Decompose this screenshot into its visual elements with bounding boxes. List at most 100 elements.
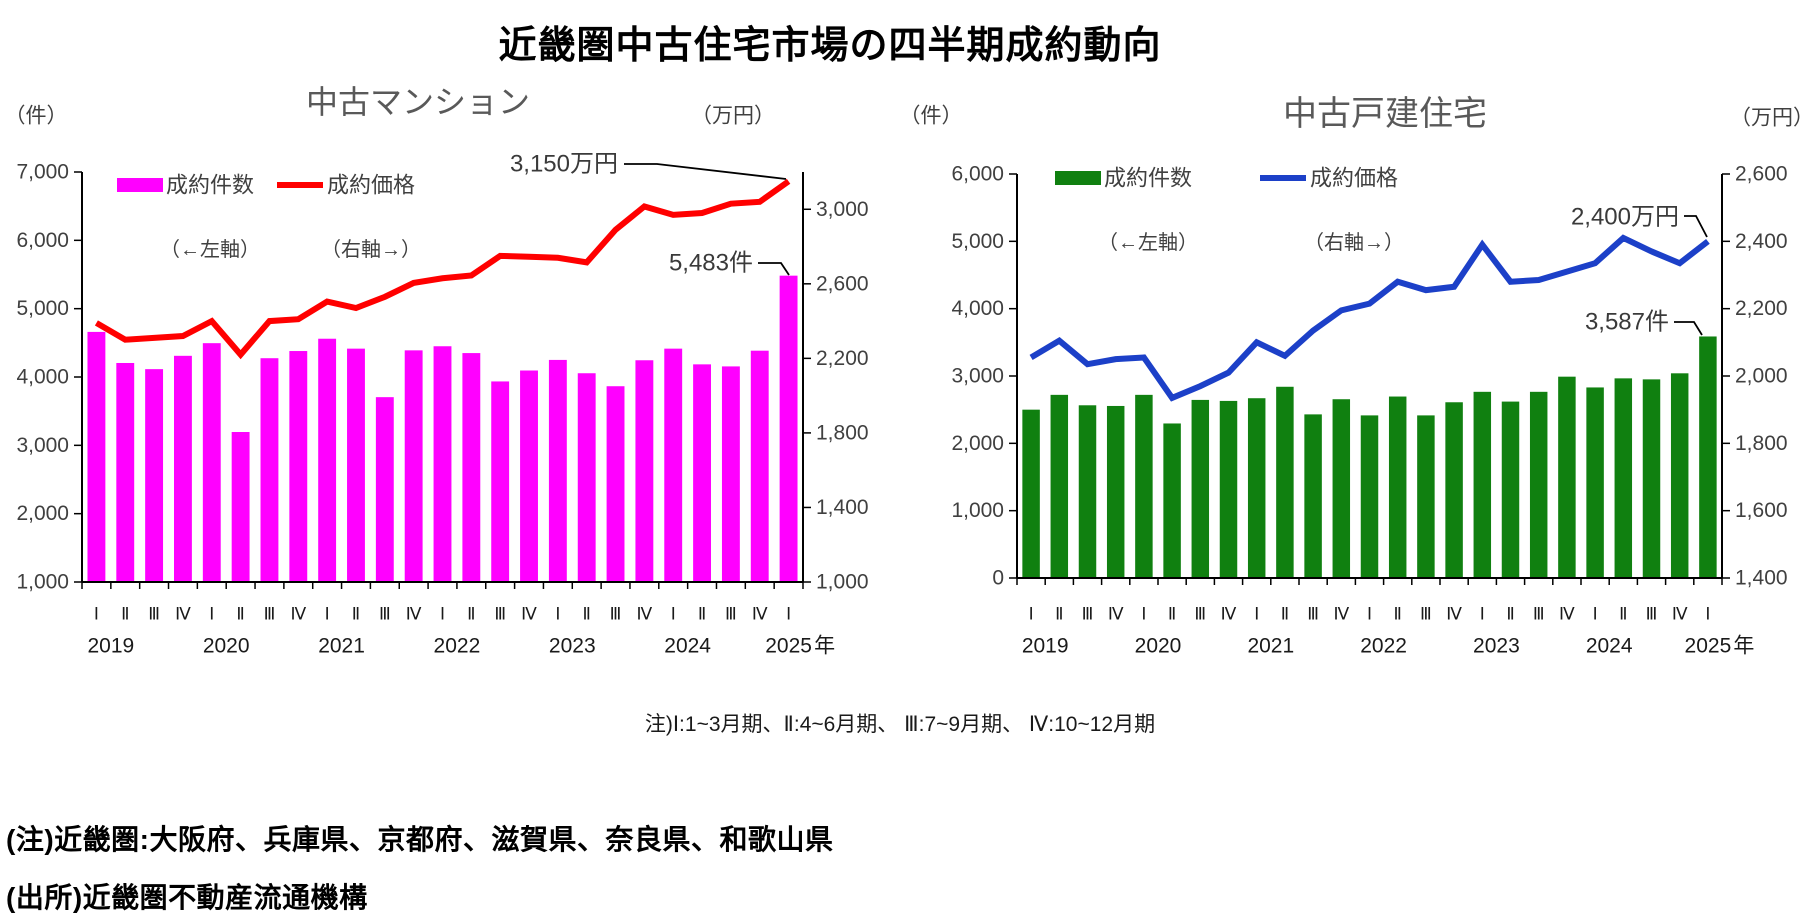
kodate-callout-leader-0 <box>1684 215 1708 238</box>
kodate-bar-7 <box>1219 400 1238 578</box>
mansion-quarter-label: Ⅲ <box>610 605 622 624</box>
kodate-right-tick-label: 2,600 <box>1735 163 1788 186</box>
mansion-bar-17 <box>577 373 596 582</box>
kodate-callout-0: 2,400万円 <box>1571 204 1679 231</box>
mansion-year-label: 2024 <box>664 635 711 658</box>
kodate-bar-18 <box>1529 391 1548 578</box>
mansion-bar-1 <box>116 362 135 582</box>
page-title: 近畿圏中古住宅市場の四半期成約動向 <box>498 25 1162 67</box>
mansion-bar-3 <box>173 355 192 582</box>
mansion-bar-6 <box>260 358 279 582</box>
kodate-year-label: 2021 <box>1247 635 1294 658</box>
kodate-quarter-label: Ⅲ <box>1646 605 1658 624</box>
kodate-bar-10 <box>1304 414 1322 578</box>
mansion-right-tick-label: 1,800 <box>816 421 869 444</box>
kodate-right-tick-label: 2,200 <box>1735 297 1788 320</box>
kodate-quarter-label: Ⅲ <box>1420 605 1432 624</box>
kodate-price-line <box>1029 234 1710 402</box>
mansion-quarter-label: Ⅰ <box>440 605 445 624</box>
mansion-bar-14 <box>491 381 510 582</box>
kodate-bar-2 <box>1078 405 1097 578</box>
mansion-right-tick-label: 3,000 <box>816 198 869 221</box>
mansion-bar-9 <box>347 348 365 582</box>
kodate-bar-13 <box>1388 396 1407 578</box>
mansion-legend-line-label: 成約価格 <box>327 173 415 198</box>
kodate-left-tick-label: 1,000 <box>951 499 1004 522</box>
mansion-quarter-label: Ⅲ <box>148 605 160 624</box>
kodate-year-suffix: 年 <box>1733 635 1754 658</box>
mansion-bar-8 <box>318 338 337 582</box>
kodate-bar-19 <box>1558 376 1576 578</box>
mansion-quarter-label: Ⅱ <box>583 605 591 624</box>
kodate-quarter-label: Ⅰ <box>1480 605 1485 624</box>
kodate-quarter-label: Ⅱ <box>1619 605 1627 624</box>
kodate-quarter-label: Ⅰ <box>1705 605 1710 624</box>
kodate-quarter-label: Ⅱ <box>1281 605 1289 624</box>
kodate-right-tick-label: 2,000 <box>1735 365 1788 388</box>
mansion-right-tick-label: 2,600 <box>816 272 869 295</box>
kodate-quarter-label: Ⅳ <box>1333 605 1349 624</box>
kodate-bar-21 <box>1614 378 1633 578</box>
kodate-bar-22 <box>1642 379 1661 578</box>
mansion-right-tick-label: 2,200 <box>816 347 869 370</box>
mansion-bar-11 <box>404 350 423 582</box>
kodate-year-label: 2025 <box>1685 635 1732 658</box>
mansion-legend-bar-sublabel: （←左軸） <box>160 238 260 261</box>
mansion-year-label: 2020 <box>203 635 250 658</box>
mansion-quarter-label: Ⅳ <box>175 605 191 624</box>
kodate-callout-1: 3,587件 <box>1585 309 1669 336</box>
mansion-left-tick-label: 3,000 <box>16 434 69 457</box>
mansion-year-label: 2023 <box>549 635 596 658</box>
kodate-left-axis-unit: （件） <box>900 105 963 128</box>
kodate-year-label: 2024 <box>1586 635 1633 658</box>
mansion-quarter-label: Ⅲ <box>264 605 276 624</box>
kodate-right-tick-label: 1,400 <box>1735 567 1788 590</box>
mansion-quarter-label: Ⅱ <box>121 605 129 624</box>
mansion-quarter-label: Ⅲ <box>379 605 391 624</box>
mansion-left-tick-label: 4,000 <box>16 366 69 389</box>
mansion-bar-13 <box>462 353 481 582</box>
mansion-callout-1: 5,483件 <box>669 250 753 277</box>
kodate-bar-4 <box>1135 394 1153 578</box>
kodate-quarter-label: Ⅳ <box>1221 605 1237 624</box>
mansion-bar-0 <box>87 331 106 582</box>
kodate-quarter-label: Ⅰ <box>1029 605 1034 624</box>
kodate-quarter-label: Ⅳ <box>1108 605 1124 624</box>
footnote-source: (出所)近畿圏不動産流通機構 <box>6 882 368 913</box>
mansion-quarter-label: Ⅳ <box>406 605 422 624</box>
kodate-legend-bar-swatch <box>1055 171 1101 185</box>
mansion-left-axis-unit: （件） <box>5 105 68 128</box>
mansion-right-tick-label: 1,000 <box>816 571 869 594</box>
mansion-callout-0: 3,150万円 <box>510 151 618 178</box>
kodate-year-label: 2019 <box>1022 635 1069 658</box>
mansion-chart-title: 中古マンション <box>306 84 530 120</box>
kodate-left-tick-label: 2,000 <box>951 432 1004 455</box>
mansion-quarter-label: Ⅲ <box>725 605 737 624</box>
kodate-legend-bar-label: 成約件数 <box>1104 166 1192 191</box>
kodate-quarter-label: Ⅰ <box>1367 605 1372 624</box>
mansion-legend-line-sublabel: （右軸→） <box>321 238 421 261</box>
mansion-bar-18 <box>606 386 625 582</box>
mansion-quarter-label: Ⅲ <box>494 605 506 624</box>
mansion-left-tick-label: 5,000 <box>16 297 69 320</box>
mansion-quarter-label: Ⅱ <box>467 605 475 624</box>
kodate-right-axis-unit: （万円） <box>1730 107 1812 130</box>
mansion-callout-leader-0 <box>624 163 787 180</box>
mansion-bar-24 <box>779 275 798 582</box>
mansion-bar-22 <box>721 366 740 582</box>
kodate-quarter-label: Ⅳ <box>1446 605 1462 624</box>
mansion-quarter-label: Ⅰ <box>94 605 99 624</box>
mansion-quarter-label: Ⅱ <box>236 605 244 624</box>
mansion-quarter-label: Ⅱ <box>352 605 360 624</box>
mansion-price-line <box>94 178 791 360</box>
kodate-bar-23 <box>1670 373 1689 578</box>
mansion-bar-15 <box>520 370 538 582</box>
kodate-chart-title: 中古戸建住宅 <box>1283 95 1487 133</box>
mansion-quarter-label: Ⅳ <box>752 605 768 624</box>
kodate-bar-3 <box>1106 405 1125 578</box>
kodate-bar-1 <box>1050 394 1069 578</box>
mansion-quarter-label: Ⅳ <box>290 605 306 624</box>
kodate-right-tick-label: 1,600 <box>1735 499 1788 522</box>
kodate-quarter-label: Ⅰ <box>1141 605 1146 624</box>
quarter-definition-note: 注)Ⅰ:1~3月期、Ⅱ:4~6月期、 Ⅲ:7~9月期、 Ⅳ:10~12月期 <box>644 713 1156 736</box>
